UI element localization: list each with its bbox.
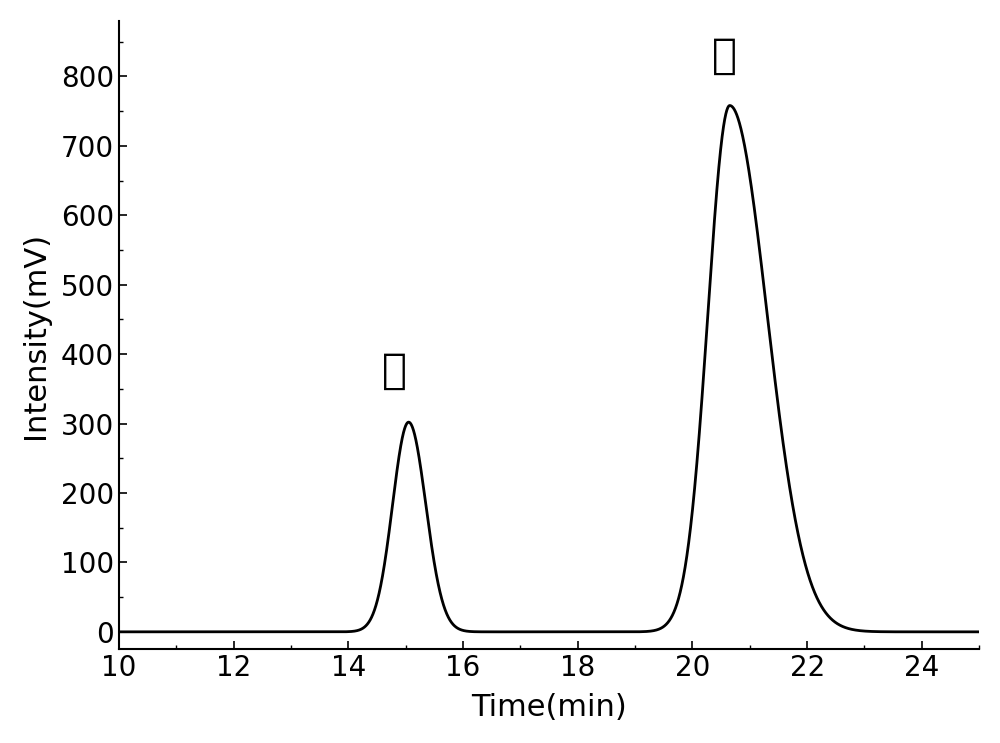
Text: 苯: 苯: [382, 350, 407, 392]
X-axis label: Time(min): Time(min): [471, 693, 627, 722]
Text: 萊: 萊: [712, 34, 737, 77]
Y-axis label: Intensity(mV): Intensity(mV): [21, 232, 50, 438]
